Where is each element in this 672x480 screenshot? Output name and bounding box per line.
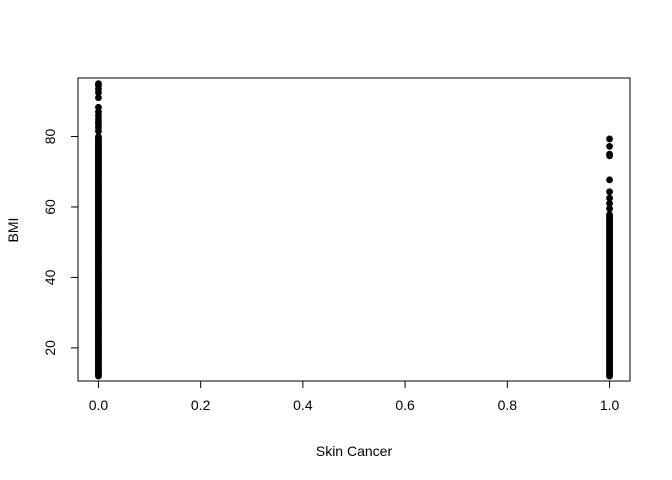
y-tick-label: 20 (42, 340, 58, 356)
x-tick-label: 0.4 (293, 397, 313, 413)
data-point (95, 80, 102, 88)
x-tick-label: 1.0 (600, 397, 620, 413)
data-point (606, 142, 613, 150)
data-point (606, 188, 613, 196)
data-point (606, 194, 613, 202)
data-point (95, 133, 102, 141)
data-point (606, 176, 613, 184)
y-tick-label: 80 (42, 128, 58, 144)
y-tick-label: 40 (42, 269, 58, 285)
x-tick-label: 0.6 (395, 397, 415, 413)
data-point (606, 211, 613, 218)
x-axis: 0.0 0.2 0.4 0.6 0.8 1.0 (89, 380, 620, 413)
data-point (95, 103, 102, 111)
x-tick-label: 0.8 (498, 397, 518, 413)
data-point (95, 94, 102, 102)
y-axis-label: BMI (5, 218, 21, 243)
data-point (606, 205, 613, 213)
data-point (606, 150, 613, 158)
y-axis: 20 40 60 80 (42, 128, 79, 356)
y-tick-label: 60 (42, 199, 58, 215)
plot-frame (77, 77, 631, 382)
x-tick-label: 0.0 (89, 397, 109, 413)
x-tick-label: 0.2 (191, 397, 211, 413)
data-points (95, 80, 613, 380)
x-axis-label: Skin Cancer (316, 443, 393, 459)
data-point (606, 135, 613, 143)
data-point (606, 200, 613, 207)
